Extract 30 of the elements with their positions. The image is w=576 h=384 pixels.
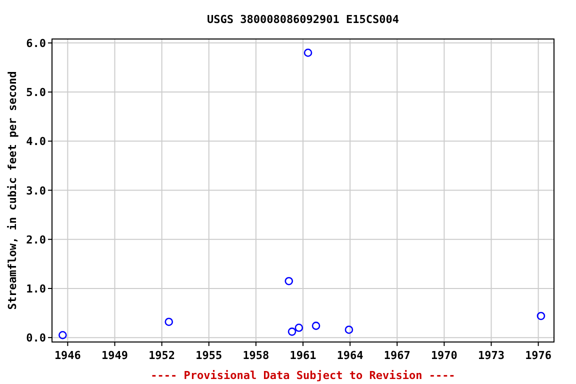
point (58, 330, 67, 340)
point (344, 326, 354, 334)
x-tick-label: 1955 (196, 349, 222, 362)
y-tick-label: 0.0 (26, 332, 46, 345)
y-axis-title: Streamflow, in cubic feet per second (6, 71, 19, 310)
y-tick-label: 3.0 (26, 184, 46, 198)
point (312, 322, 320, 330)
y-tick-label: 6.0 (26, 36, 46, 50)
point (284, 276, 294, 286)
x-tick-label: 1967 (384, 349, 410, 362)
text: ---- Provisional Data Subject to Revision ---- (150, 369, 456, 382)
x-tick-label: 1946 (54, 349, 82, 362)
y-tick-label: 1.0 (26, 282, 46, 296)
point (536, 312, 546, 320)
y-tick-label: 2.0 (26, 233, 46, 246)
x-tick-label: 1949 (102, 349, 128, 362)
point (294, 324, 304, 332)
x-tick-label: 1961 (290, 349, 317, 362)
chart-title: USGS 380008086092901 E15CS004 (206, 13, 400, 26)
point (304, 48, 312, 57)
x-tick-label: 1973 (478, 349, 504, 362)
y-tick-label: 4.0 (26, 135, 46, 148)
x-tick-label: 1958 (242, 349, 270, 362)
y-tick-label: 5.0 (26, 86, 46, 100)
x-tick-label: 1970 (430, 349, 458, 362)
x-tick-label: 1952 (148, 349, 176, 362)
point (288, 328, 296, 336)
point (164, 318, 174, 326)
x-tick-label: 1976 (525, 349, 552, 362)
x-tick-label: 1964 (336, 349, 364, 362)
